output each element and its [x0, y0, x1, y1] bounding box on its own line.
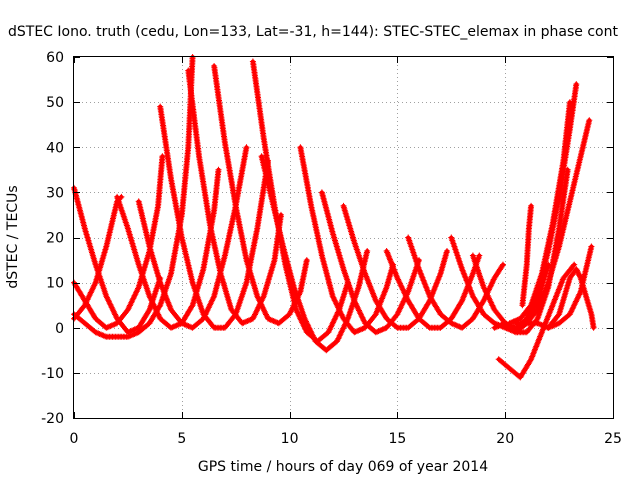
x-tick-label: 15: [388, 431, 406, 447]
series-12: [297, 144, 397, 336]
y-tick-label: 60: [46, 50, 64, 66]
tick-layer: 0 5 10 15 20 25 -20 -10 0 10 20 30 40 50 60: [41, 50, 622, 447]
series-markers: [383, 248, 483, 331]
series-5: [114, 166, 222, 331]
series-8: [185, 67, 284, 327]
series-16: [405, 234, 506, 331]
x-tick-label: 0: [70, 431, 79, 447]
series-markers: [157, 103, 271, 331]
data-layer: [71, 54, 597, 381]
series-markers: [258, 153, 371, 354]
series-markers: [185, 67, 284, 327]
series-6: [135, 144, 250, 331]
series-19: [495, 261, 578, 381]
chart-title: dSTEC Iono. truth (cedu, Lon=133, Lat=-3…: [8, 24, 618, 40]
series-23: [519, 202, 535, 309]
series-markers: [513, 117, 593, 327]
x-tick-label: 5: [177, 431, 186, 447]
x-tick-label: 20: [496, 431, 514, 447]
x-tick-label: 10: [281, 431, 299, 447]
plot-frame: [73, 56, 614, 419]
y-tick-label: 30: [46, 185, 64, 201]
series-markers: [545, 266, 597, 331]
y-tick-label: -20: [41, 411, 64, 427]
series-markers: [114, 166, 222, 331]
series-markers: [135, 144, 250, 331]
series-markers: [297, 144, 397, 336]
series-25: [545, 266, 597, 331]
x-axis-label: GPS time / hours of day 069 of year 2014: [198, 459, 488, 475]
x-tick-label: 25: [604, 431, 622, 447]
y-tick-label: 50: [46, 95, 64, 111]
series-markers: [318, 189, 422, 336]
series-11: [258, 153, 371, 354]
y-tick-label: 20: [46, 231, 64, 247]
series-21: [506, 99, 573, 327]
series-13: [318, 189, 422, 336]
y-tick-label: 40: [46, 140, 64, 156]
series-markers: [519, 202, 535, 309]
y-tick-label: 0: [55, 321, 64, 337]
series-markers: [506, 99, 573, 327]
y-tick-label: -10: [41, 366, 64, 382]
y-axis-label: dSTEC / TECUs: [5, 185, 21, 288]
series-markers: [405, 234, 506, 331]
y-tick-label: 10: [46, 276, 64, 292]
